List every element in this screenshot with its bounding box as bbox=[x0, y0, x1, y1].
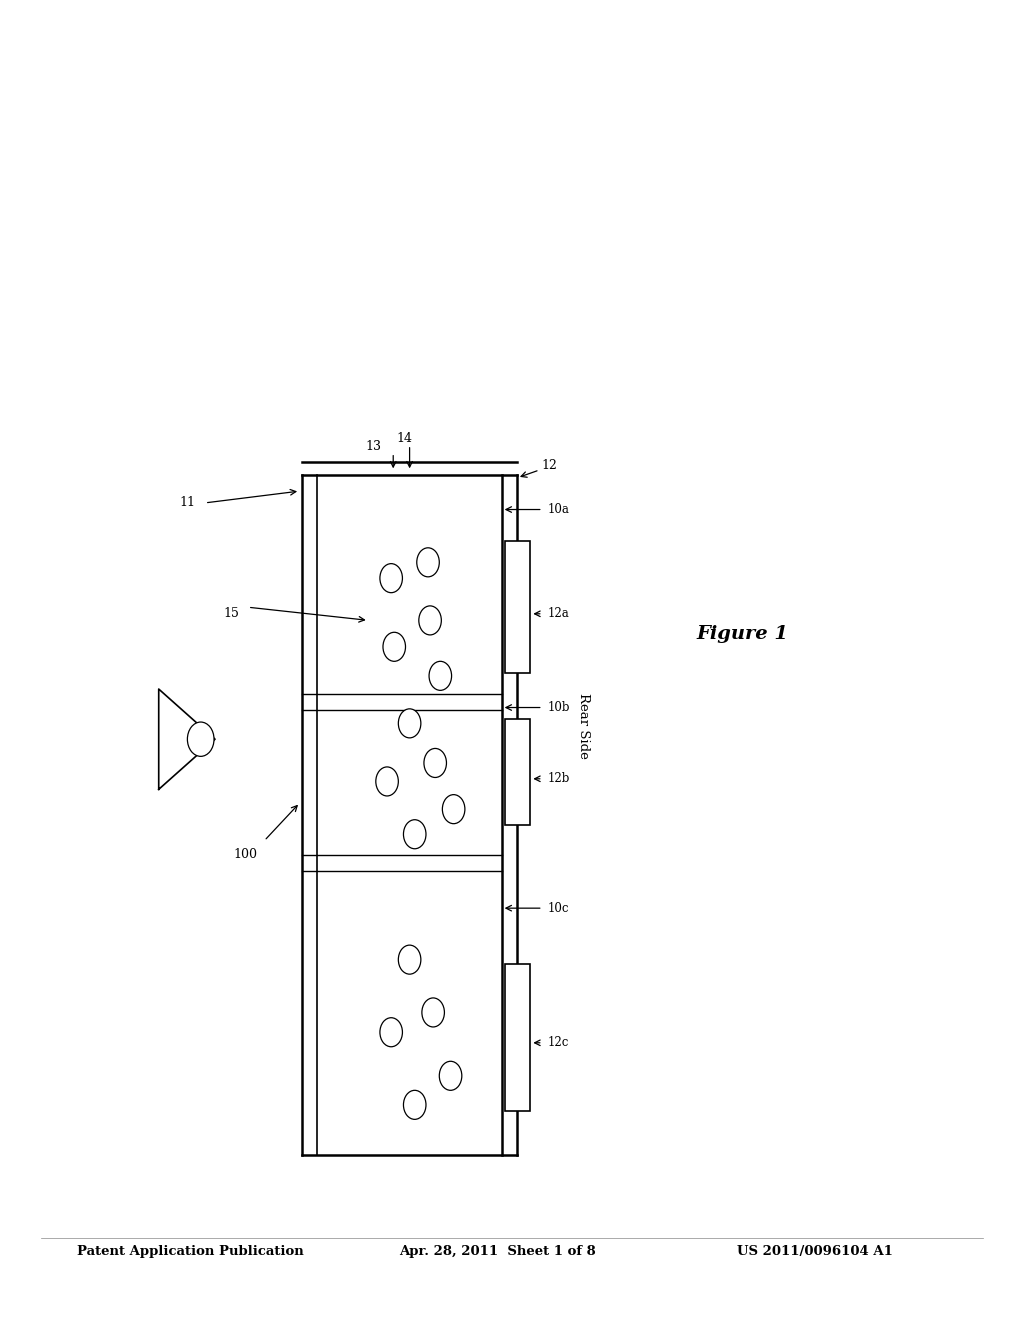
Text: 14: 14 bbox=[396, 432, 413, 445]
Circle shape bbox=[380, 564, 402, 593]
Text: 12b: 12b bbox=[548, 772, 570, 785]
Text: 15: 15 bbox=[223, 607, 240, 620]
Circle shape bbox=[376, 767, 398, 796]
Text: Figure 1: Figure 1 bbox=[696, 624, 788, 643]
Bar bbox=[505, 719, 530, 825]
Bar bbox=[505, 964, 530, 1111]
Circle shape bbox=[417, 548, 439, 577]
Circle shape bbox=[398, 709, 421, 738]
Text: 10a: 10a bbox=[548, 503, 569, 516]
Circle shape bbox=[403, 1090, 426, 1119]
Text: 11: 11 bbox=[179, 496, 196, 510]
Text: 12a: 12a bbox=[548, 607, 569, 620]
Text: Patent Application Publication: Patent Application Publication bbox=[77, 1245, 303, 1258]
Circle shape bbox=[403, 820, 426, 849]
Circle shape bbox=[419, 606, 441, 635]
Text: 100: 100 bbox=[233, 847, 257, 861]
Circle shape bbox=[439, 1061, 462, 1090]
Text: Rear Side: Rear Side bbox=[578, 693, 590, 759]
Text: 12: 12 bbox=[542, 459, 558, 473]
Text: US 2011/0096104 A1: US 2011/0096104 A1 bbox=[737, 1245, 893, 1258]
Text: 10b: 10b bbox=[548, 701, 570, 714]
Circle shape bbox=[422, 998, 444, 1027]
Circle shape bbox=[380, 1018, 402, 1047]
Bar bbox=[505, 541, 530, 673]
Text: 10c: 10c bbox=[548, 902, 569, 915]
Text: 13: 13 bbox=[366, 440, 382, 453]
Circle shape bbox=[187, 722, 214, 756]
Circle shape bbox=[424, 748, 446, 777]
Text: Apr. 28, 2011  Sheet 1 of 8: Apr. 28, 2011 Sheet 1 of 8 bbox=[399, 1245, 596, 1258]
Circle shape bbox=[442, 795, 465, 824]
Text: 12c: 12c bbox=[548, 1036, 569, 1049]
Circle shape bbox=[398, 945, 421, 974]
Circle shape bbox=[429, 661, 452, 690]
Circle shape bbox=[383, 632, 406, 661]
